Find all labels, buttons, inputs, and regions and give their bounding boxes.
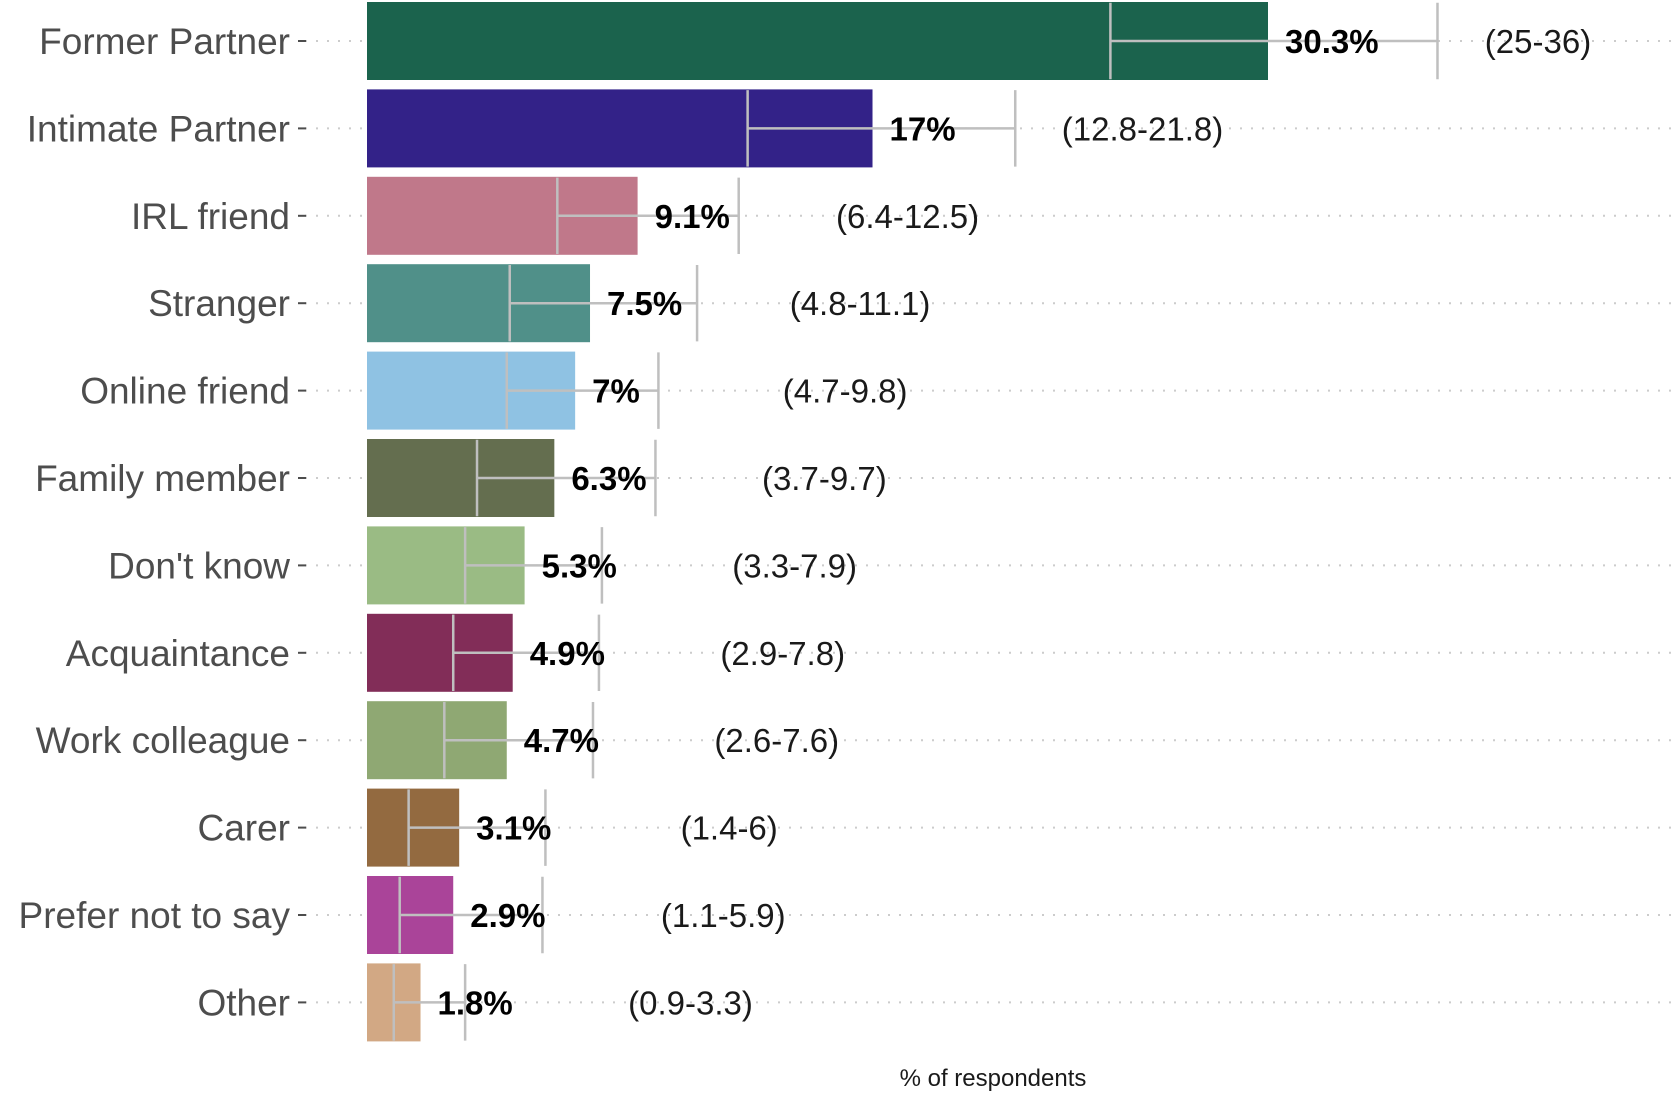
error-bar-acquaintance bbox=[451, 614, 601, 692]
category-label-work-colleague: Work colleague bbox=[36, 720, 290, 761]
ci-label-intimate-partner: (12.8-21.8) bbox=[1062, 110, 1223, 147]
category-label-acquaintance: Acquaintance bbox=[66, 633, 290, 674]
value-label-work-colleague: 4.7% bbox=[524, 722, 599, 759]
ci-label-carer: (1.4-6) bbox=[681, 810, 778, 847]
ci-label-prefer-not-to-say: (1.1-5.9) bbox=[661, 897, 786, 934]
category-label-family-member: Family member bbox=[35, 458, 290, 499]
error-bar-intimate-partner bbox=[746, 90, 1017, 167]
error-bars bbox=[392, 2, 1439, 1041]
error-bar-don-t-know bbox=[463, 527, 604, 604]
ci-label-acquaintance: (2.9-7.8) bbox=[720, 635, 845, 672]
ci-label-don-t-know: (3.3-7.9) bbox=[732, 547, 857, 584]
value-label-carer: 3.1% bbox=[476, 810, 551, 847]
category-label-prefer-not-to-say: Prefer not to say bbox=[19, 895, 291, 936]
grid-lines bbox=[298, 40, 1674, 1004]
error-bar-other bbox=[392, 964, 467, 1041]
ci-label-work-colleague: (2.6-7.6) bbox=[714, 722, 839, 759]
value-label-irl-friend: 9.1% bbox=[655, 198, 730, 235]
value-label-stranger: 7.5% bbox=[607, 285, 682, 322]
value-label-intimate-partner: 17% bbox=[890, 110, 956, 147]
value-label-prefer-not-to-say: 2.9% bbox=[470, 897, 545, 934]
value-label-don-t-know: 5.3% bbox=[542, 547, 617, 584]
category-label-don-t-know: Don't know bbox=[108, 545, 290, 586]
error-bar-carer bbox=[407, 789, 547, 866]
value-label-family-member: 6.3% bbox=[571, 460, 646, 497]
error-bar-family-member bbox=[475, 439, 657, 517]
error-bar-stranger bbox=[508, 264, 699, 342]
category-label-online-friend: Online friend bbox=[80, 371, 290, 412]
bars bbox=[367, 2, 1268, 1042]
category-label-intimate-partner: Intimate Partner bbox=[27, 108, 290, 149]
category-label-stranger: Stranger bbox=[148, 283, 290, 324]
x-axis-title: % of respondents bbox=[900, 1065, 1087, 1092]
labels: Former Partner 30.3% (25-36) Intimate Partn… bbox=[19, 21, 1592, 1023]
value-label-other: 1.8% bbox=[438, 984, 513, 1021]
value-label-former-partner: 30.3% bbox=[1285, 23, 1379, 60]
ci-label-online-friend: (4.7-9.8) bbox=[783, 373, 908, 410]
error-bar-work-colleague bbox=[443, 701, 595, 779]
category-label-former-partner: Former Partner bbox=[39, 21, 290, 62]
ci-label-irl-friend: (6.4-12.5) bbox=[836, 198, 979, 235]
ci-label-other: (0.9-3.3) bbox=[628, 984, 753, 1021]
category-label-carer: Carer bbox=[197, 808, 290, 849]
error-bar-prefer-not-to-say bbox=[398, 876, 544, 954]
category-label-other: Other bbox=[197, 982, 290, 1023]
ci-label-stranger: (4.8-11.1) bbox=[790, 285, 931, 322]
value-label-online-friend: 7% bbox=[592, 373, 640, 410]
value-label-acquaintance: 4.9% bbox=[530, 635, 605, 672]
error-bar-online-friend bbox=[505, 352, 660, 429]
ci-label-family-member: (3.7-9.7) bbox=[762, 460, 887, 497]
ci-label-former-partner: (25-36) bbox=[1485, 23, 1591, 60]
category-label-irl-friend: IRL friend bbox=[131, 196, 290, 237]
error-bar-former-partner bbox=[1109, 2, 1439, 80]
error-bar-irl-friend bbox=[556, 177, 740, 255]
